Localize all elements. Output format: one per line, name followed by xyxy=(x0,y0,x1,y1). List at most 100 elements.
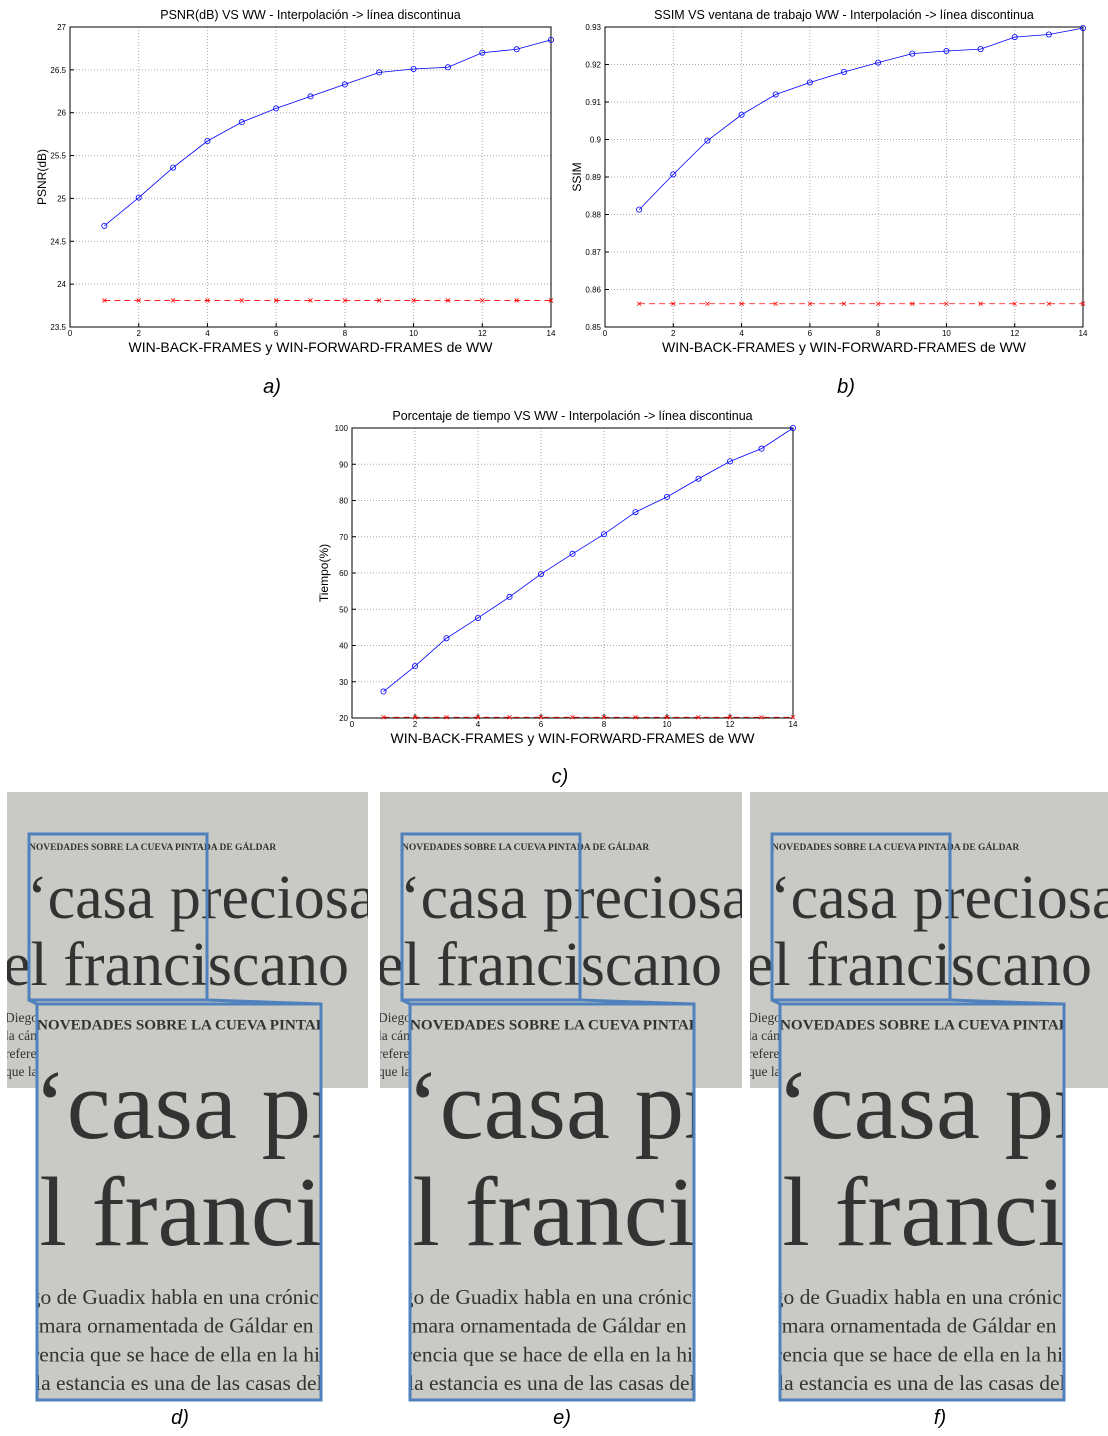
marker xyxy=(380,688,387,695)
marker xyxy=(910,301,915,307)
crop-box xyxy=(400,832,582,1002)
newspaper-body: referencia que se hace de ella en la his… xyxy=(372,1342,822,1366)
marker xyxy=(307,93,314,100)
marker xyxy=(738,111,745,118)
marker xyxy=(978,301,983,307)
y-axis-label: Tiempo(%) xyxy=(317,544,331,602)
caption: a) xyxy=(263,376,281,398)
chart-title: PSNR(dB) VS WW - Interpolación -> línea … xyxy=(160,8,461,22)
x-tick-label: 14 xyxy=(1079,329,1088,338)
zoom-content: NOVEDADES SOBRE LA CUEVA PINTADA DE GÁLD… xyxy=(369,1017,921,1396)
newspaper-body: referencia que se hace de ella en la his… xyxy=(742,1342,1108,1366)
zoom-box xyxy=(408,1002,696,1402)
chart-title: Porcentaje de tiempo VS WW - Interpolaci… xyxy=(392,409,752,423)
y-tick-label: 40 xyxy=(339,642,348,651)
marker xyxy=(548,298,554,303)
marker xyxy=(548,36,555,43)
newspaper-headline: el franciscano xyxy=(376,931,722,999)
marker xyxy=(807,301,813,307)
marker xyxy=(790,424,797,431)
marker xyxy=(410,66,417,73)
marker xyxy=(273,298,279,303)
newspaper-body: que la estancia es una de las casas del … xyxy=(372,1371,812,1395)
marker xyxy=(601,714,607,720)
x-tick-label: 4 xyxy=(476,720,481,729)
newspaper-headline: ‘casa preciosa xyxy=(27,864,376,932)
caption: c) xyxy=(552,766,569,788)
newspaper-body: la cámara ornamentada de Gáldar en lo qu… xyxy=(372,1314,854,1338)
marker xyxy=(475,714,481,720)
marker xyxy=(696,714,701,720)
y-tick-label: 26 xyxy=(57,109,66,118)
marker xyxy=(444,714,449,720)
marker xyxy=(507,714,512,720)
y-tick-label: 23.5 xyxy=(50,323,66,332)
newspaper-headline: el franciscano xyxy=(0,1158,547,1267)
plot-area xyxy=(352,428,793,718)
y-tick-label: 0.89 xyxy=(585,173,601,182)
marker xyxy=(445,298,451,303)
x-tick-label: 0 xyxy=(68,329,73,338)
marker xyxy=(381,714,386,720)
zoom-box xyxy=(35,1002,323,1402)
zoom-content: NOVEDADES SOBRE LA CUEVA PINTADA DE GÁLD… xyxy=(742,1017,1108,1396)
newspaper-kicker: NOVEDADES SOBRE LA CUEVA PINTADA DE GÁLD… xyxy=(410,1017,805,1034)
series-line xyxy=(638,27,1084,210)
marker xyxy=(758,445,765,452)
caption: f) xyxy=(934,1407,946,1429)
photo-background xyxy=(780,1004,1064,1400)
marker xyxy=(136,298,141,303)
marker xyxy=(806,79,813,86)
x-tick-label: 0 xyxy=(603,329,608,338)
newspaper-body: que la estancia es una de las casas del … xyxy=(742,1371,1108,1395)
marker xyxy=(569,550,576,557)
marker xyxy=(773,301,778,307)
y-tick-label: 25.5 xyxy=(50,152,66,161)
x-axis-label: WIN-BACK-FRAMES y WIN-FORWARD-FRAMES de … xyxy=(391,730,756,746)
x-tick-label: 2 xyxy=(671,329,676,338)
x-tick-label: 10 xyxy=(942,329,951,338)
chart: 0.85 0.86 0.87 0.88 0.89 0.9 0.91 0.92 0.93 0 2 4 6 8… xyxy=(570,8,1088,355)
y-tick-label: 0.92 xyxy=(585,61,601,70)
zoom-box xyxy=(778,1002,1066,1402)
y-tick-label: 0.85 xyxy=(585,323,601,332)
x-tick-label: 10 xyxy=(409,329,418,338)
y-tick-label: 60 xyxy=(339,569,348,578)
marker xyxy=(479,49,486,56)
marker xyxy=(875,59,882,66)
marker xyxy=(944,301,949,307)
zoom-photo: NOVEDADES SOBRE LA CUEVA PINTADA DE GÁLD… xyxy=(0,1004,591,1400)
series-line xyxy=(104,39,552,227)
y-tick-label: 0.86 xyxy=(585,286,601,295)
x-tick-label: 6 xyxy=(539,720,544,729)
marker xyxy=(1012,301,1017,307)
y-tick-label: 0.9 xyxy=(590,136,602,145)
marker xyxy=(411,298,416,303)
newspaper-body: Diego de Guadix habla en una crónica del… xyxy=(742,1285,1108,1309)
newspaper-headline: el franciscano xyxy=(369,1158,921,1267)
marker xyxy=(636,301,642,307)
newspaper-headline: ‘casa preciosa xyxy=(34,1051,591,1160)
x-tick-label: 12 xyxy=(726,720,735,729)
y-tick-label: 80 xyxy=(339,497,348,506)
newspaper-body: la cámara ornamentada de Gáldar en lo qu… xyxy=(742,1314,1108,1338)
newspaper-headline: ‘casa preciosa xyxy=(770,864,1108,932)
marker xyxy=(1046,301,1052,307)
marker xyxy=(135,194,142,201)
newspaper-headline: el franciscano xyxy=(746,931,1092,999)
marker xyxy=(601,531,608,538)
marker xyxy=(739,301,744,307)
series-line xyxy=(383,427,794,692)
crop-box xyxy=(27,832,209,1002)
marker xyxy=(1080,25,1087,32)
marker xyxy=(943,48,950,55)
marker xyxy=(727,714,733,720)
marker xyxy=(664,714,670,720)
chart-title: SSIM VS ventana de trabajo WW - Interpol… xyxy=(654,8,1034,22)
newspaper-kicker: NOVEDADES SOBRE LA CUEVA PINTADA DE GÁLD… xyxy=(37,1017,432,1034)
zoom-photo: NOVEDADES SOBRE LA CUEVA PINTADA DE GÁLD… xyxy=(369,1004,921,1400)
marker xyxy=(102,298,107,303)
plot-area xyxy=(605,27,1083,327)
marker xyxy=(308,298,313,303)
